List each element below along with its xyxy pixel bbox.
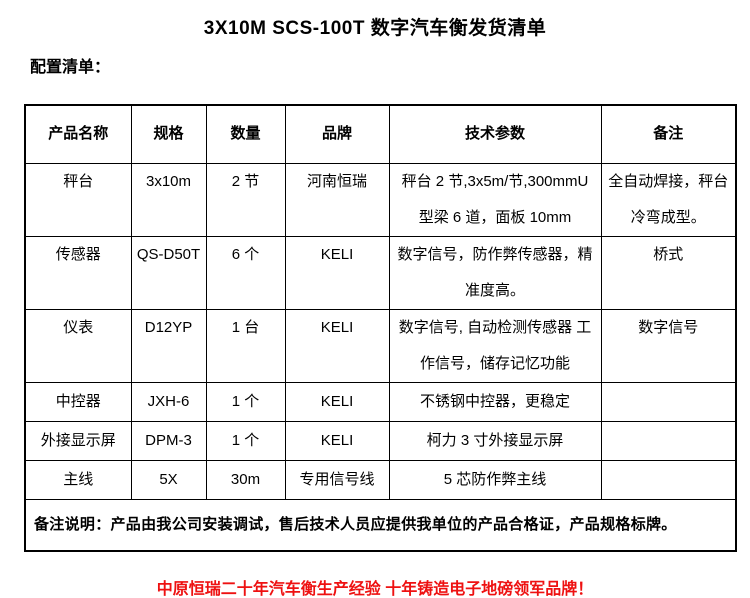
note-cell: 备注说明：产品由我公司安装调试，售后技术人员应提供我单位的产品合格证，产品规格标… [24, 498, 737, 552]
spec-cell: 3x10m [130, 162, 207, 237]
spec-cell: JXH-6 [130, 381, 207, 422]
tech-params-cell: 柯力 3 寸外接显示屏 [388, 420, 602, 461]
remarks-cell [600, 381, 737, 422]
product-name-cell: 外接显示屏 [24, 420, 132, 461]
config-list-label: 配置清单： [30, 59, 111, 76]
shipping-list-table: 产品名称 规格 数量 品牌 技术参数 备注 秤台 3x10m 2 节 河南恒瑞 … [24, 104, 737, 552]
column-header-product-name: 产品名称 [24, 104, 132, 164]
quantity-cell: 6 个 [205, 235, 286, 310]
tech-params-cell: 数字信号, 自动检测传感器 工作信号，储存记忆功能 [388, 308, 602, 383]
column-header-quantity: 数量 [205, 104, 286, 164]
table-row: 外接显示屏 DPM-3 1 个 KELI 柯力 3 寸外接显示屏 [24, 420, 737, 461]
tech-params-cell: 秤台 2 节,3x5m/节,300mmU 型梁 6 道，面板 10mm [388, 162, 602, 237]
remarks-cell: 数字信号 [600, 308, 737, 383]
page-title: 3X10M SCS-100T 数字汽车衡发货清单 [203, 18, 547, 39]
document-page: 3X10M SCS-100T 数字汽车衡发货清单 配置清单： 产品名称 规格 数… [0, 13, 750, 598]
table-row: 主线 5X 30m 专用信号线 5 芯防作弊主线 [24, 459, 737, 500]
brand-cell: KELI [284, 420, 390, 461]
spec-cell: D12YP [130, 308, 207, 383]
quantity-cell: 2 节 [205, 162, 286, 237]
column-header-tech-params: 技术参数 [388, 104, 602, 164]
table-row: 仪表 D12YP 1 台 KELI 数字信号, 自动检测传感器 工作信号，储存记… [24, 308, 737, 383]
brand-cell: 专用信号线 [284, 459, 390, 500]
remarks-cell [600, 459, 737, 500]
tech-params-cell: 不锈钢中控器，更稳定 [388, 381, 602, 422]
product-name-cell: 传感器 [24, 235, 132, 310]
table-row: 传感器 QS-D50T 6 个 KELI 数字信号，防作弊传感器，精准度高。 桥… [24, 235, 737, 310]
column-header-remarks: 备注 [600, 104, 737, 164]
spec-cell: 5X [130, 459, 207, 500]
column-header-brand: 品牌 [284, 104, 390, 164]
product-name-cell: 中控器 [24, 381, 132, 422]
product-name-cell: 秤台 [24, 162, 132, 237]
quantity-cell: 1 个 [205, 420, 286, 461]
brand-cell: KELI [284, 308, 390, 383]
brand-cell: KELI [284, 381, 390, 422]
column-header-spec: 规格 [130, 104, 207, 164]
remarks-cell: 全自动焊接，秤台冷弯成型。 [600, 162, 737, 237]
spec-cell: QS-D50T [130, 235, 207, 310]
remarks-cell [600, 420, 737, 461]
table-note-row: 备注说明：产品由我公司安装调试，售后技术人员应提供我单位的产品合格证，产品规格标… [24, 498, 737, 552]
table-header-row: 产品名称 规格 数量 品牌 技术参数 备注 [24, 104, 737, 164]
brand-cell: KELI [284, 235, 390, 310]
quantity-cell: 1 个 [205, 381, 286, 422]
product-name-cell: 主线 [24, 459, 132, 500]
remarks-cell: 桥式 [600, 235, 737, 310]
table-row: 中控器 JXH-6 1 个 KELI 不锈钢中控器，更稳定 [24, 381, 737, 422]
tech-params-cell: 数字信号，防作弊传感器，精准度高。 [388, 235, 602, 310]
spec-cell: DPM-3 [130, 420, 207, 461]
quantity-cell: 30m [205, 459, 286, 500]
tech-params-cell: 5 芯防作弊主线 [388, 459, 602, 500]
table-row: 秤台 3x10m 2 节 河南恒瑞 秤台 2 节,3x5m/节,300mmU 型… [24, 162, 737, 237]
brand-cell: 河南恒瑞 [284, 162, 390, 237]
product-name-cell: 仪表 [24, 308, 132, 383]
quantity-cell: 1 台 [205, 308, 286, 383]
footer-slogan: 中原恒瑞二十年汽车衡生产经验 十年铸造电子地磅领军品牌！ [156, 581, 594, 598]
